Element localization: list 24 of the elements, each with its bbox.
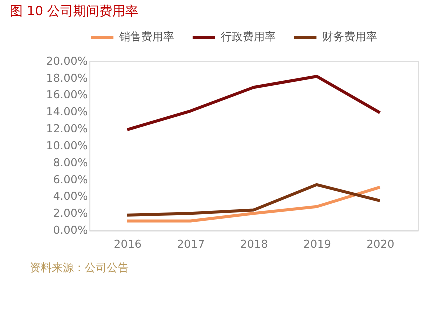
x-tick-label: 2017 xyxy=(177,238,206,251)
legend-label: 财务费用率 xyxy=(322,30,378,44)
chart-title: 图 10 公司期间费用率 xyxy=(10,4,139,20)
x-tick-label: 2016 xyxy=(114,238,142,251)
y-tick-label: 20.00% xyxy=(46,54,88,68)
y-tick-label: 8.00% xyxy=(53,156,88,170)
y-tick-label: 10.00% xyxy=(46,139,88,152)
y-tick-label: 0.00% xyxy=(53,224,88,238)
y-tick-label: 6.00% xyxy=(53,173,88,186)
line-series xyxy=(126,186,382,223)
y-tick-label: 18.00% xyxy=(46,72,88,85)
line-series xyxy=(126,183,382,217)
x-tick-label: 2019 xyxy=(304,238,332,251)
y-tick-label: 12.00% xyxy=(46,122,88,136)
legend-label: 行政费用率 xyxy=(220,30,276,44)
x-tick-label: 2018 xyxy=(240,238,268,251)
y-tick-label: 16.00% xyxy=(46,88,88,102)
text: 资料来源：公司公告 xyxy=(30,261,129,274)
y-tick-label: 14.00% xyxy=(46,106,88,119)
line-series xyxy=(126,75,382,132)
y-tick-label: 2.00% xyxy=(53,207,88,220)
y-tick-label: 4.00% xyxy=(53,190,88,204)
x-tick-label: 2020 xyxy=(366,238,395,251)
legend-label: 销售费用率 xyxy=(118,30,174,44)
